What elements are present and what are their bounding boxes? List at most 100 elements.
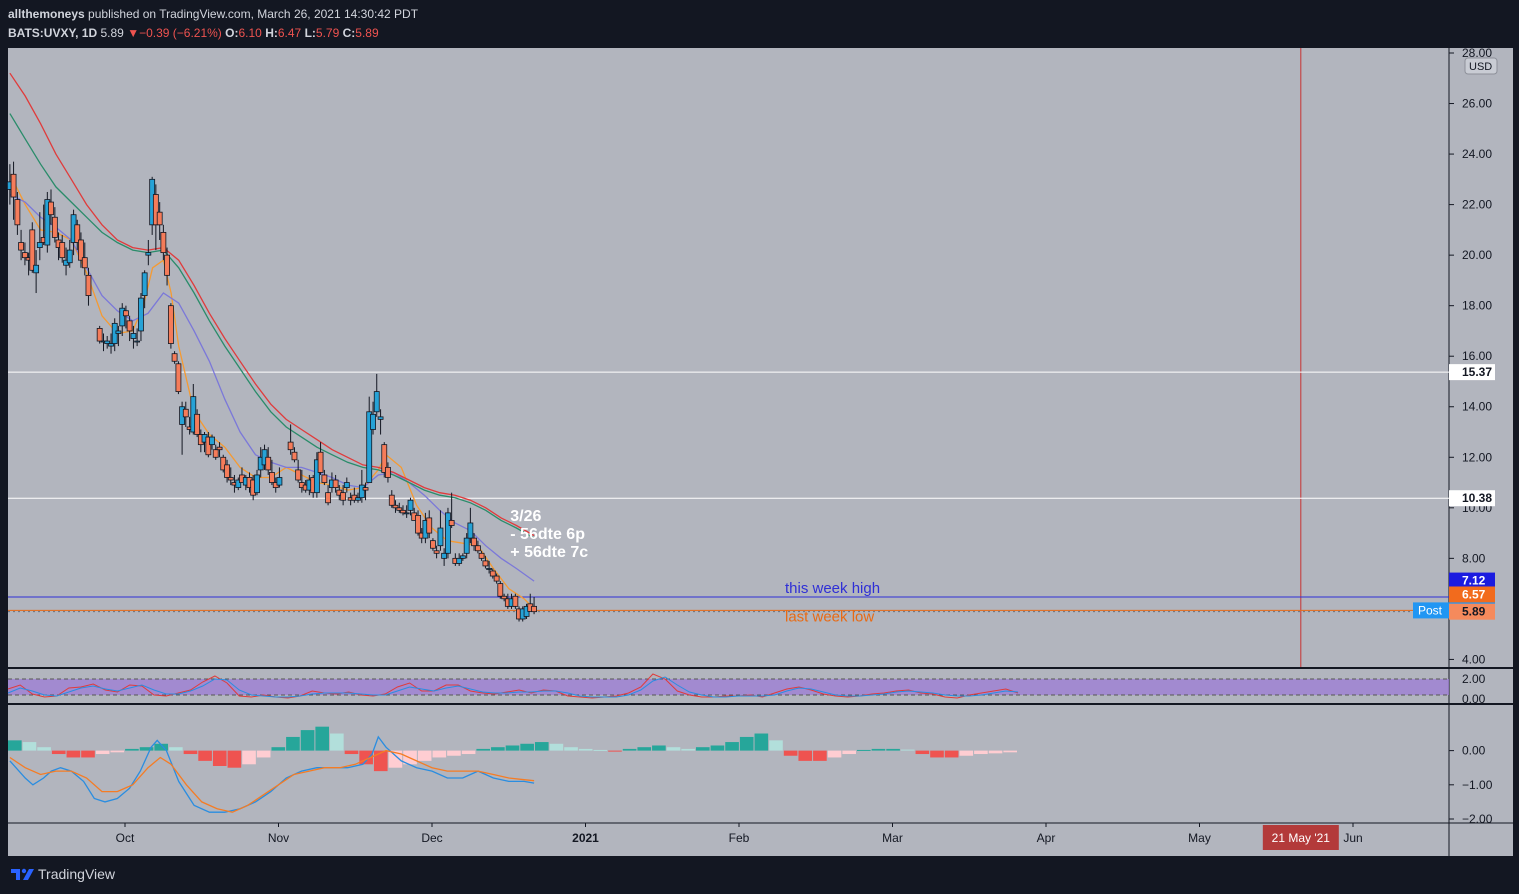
publisher-line: allthemoneys published on TradingView.co… [8, 7, 418, 21]
macd-histogram-bar [549, 743, 564, 751]
price-tick-label: 16.00 [1462, 349, 1492, 363]
candle [276, 467, 283, 488]
candle-body [51, 216, 58, 238]
time-label: May [1188, 831, 1211, 845]
high-label: H: [265, 26, 278, 40]
time-label: Dec [421, 831, 442, 845]
publisher-name[interactable]: allthemoneys [8, 7, 85, 21]
candle [392, 500, 399, 513]
macd-histogram-bar [447, 750, 461, 756]
time-label: Apr [1037, 831, 1056, 845]
candle-body [486, 568, 493, 570]
candle-body [227, 477, 234, 481]
signal-line [9, 749, 535, 813]
candle [126, 315, 133, 342]
candle-body [358, 484, 365, 499]
candle [381, 442, 388, 478]
price-tick-label: 4.00 [1462, 652, 1486, 666]
candle-body [126, 320, 133, 332]
published-text: published on TradingView.com, March 26, … [88, 7, 419, 21]
macd-histogram-bar [769, 740, 783, 751]
candle-body [459, 555, 466, 559]
macd-histogram-bar [813, 750, 827, 761]
price-label-bg [1449, 603, 1495, 620]
candle [164, 247, 170, 286]
macd-histogram-bar [652, 745, 666, 751]
candle [268, 459, 275, 486]
price-axis [1449, 48, 1513, 856]
candle [340, 485, 347, 506]
macd-histogram-bar [95, 750, 110, 755]
macd-histogram-bar [198, 750, 212, 761]
candle [400, 505, 406, 516]
candle-body [171, 353, 178, 362]
candle [33, 250, 40, 294]
open-value: 6.10 [238, 26, 262, 40]
candle-body [205, 436, 212, 456]
macd-histogram-bar [856, 749, 871, 751]
tradingview-logo-icon[interactable] [10, 866, 36, 882]
candle-body [115, 330, 122, 334]
macd-histogram-bar [300, 730, 315, 751]
candle-body [437, 527, 444, 547]
macd-histogram-bar [666, 747, 681, 751]
candle [459, 553, 466, 561]
macd-histogram-bar [22, 742, 37, 751]
candle [209, 434, 215, 450]
candle-body [235, 479, 242, 489]
post-label: Post [1418, 603, 1443, 617]
ohlc-line: BATS:UVXY, 1D 5.89 ▼−0.39 (−6.21%) O:6.1… [8, 26, 379, 40]
candle-body [463, 537, 470, 554]
candle-body [164, 254, 170, 276]
ma-ma_slow_red [9, 72, 535, 537]
price-tick-label: 18.00 [1462, 299, 1492, 313]
candle [22, 242, 28, 266]
candle-body [489, 570, 496, 577]
candle [152, 184, 159, 251]
time-label: 2021 [572, 831, 599, 845]
candle [119, 303, 126, 336]
candle [14, 191, 21, 235]
macd-histogram-bar [476, 748, 491, 751]
candle-body [343, 482, 350, 489]
candle-body [209, 436, 215, 446]
macd-histogram-bar [125, 748, 139, 751]
candle-body [392, 504, 399, 509]
candle-body [321, 474, 328, 483]
macd-histogram-bar [974, 750, 988, 755]
candle [205, 432, 212, 458]
candle-body [531, 605, 537, 613]
candle [343, 477, 350, 493]
candle [74, 219, 81, 251]
macd-histogram-bar [461, 750, 476, 755]
candle [321, 469, 328, 486]
candle-body [385, 466, 391, 478]
ma-ma_slow_green [9, 113, 535, 539]
macd-histogram-bar [827, 750, 842, 758]
price-axis-label: 15.37 [1449, 364, 1495, 381]
macd-histogram-bar [227, 750, 242, 768]
candle-body [156, 211, 163, 226]
tradingview-brand[interactable]: TradingView [38, 866, 116, 882]
candle [531, 597, 537, 615]
candle-body [14, 199, 21, 226]
macd-histogram-bar [783, 750, 798, 756]
candle [254, 469, 260, 496]
low-label: L: [304, 26, 316, 40]
candle-body [426, 517, 433, 534]
candle [287, 424, 294, 455]
macd-histogram-bar [212, 750, 227, 766]
candle [265, 447, 272, 475]
macd-histogram-bar [51, 750, 66, 755]
candle-body [268, 472, 275, 483]
candle-body [433, 550, 440, 554]
macd-histogram-bar [608, 750, 622, 752]
macd-histogram-bar [695, 747, 710, 751]
macd-histogram-bar [286, 736, 300, 751]
candle-body [96, 328, 103, 342]
candle [141, 270, 148, 309]
post-label-bg [1413, 602, 1449, 619]
macd-histogram-bar [622, 748, 637, 751]
candle-body [403, 512, 410, 515]
